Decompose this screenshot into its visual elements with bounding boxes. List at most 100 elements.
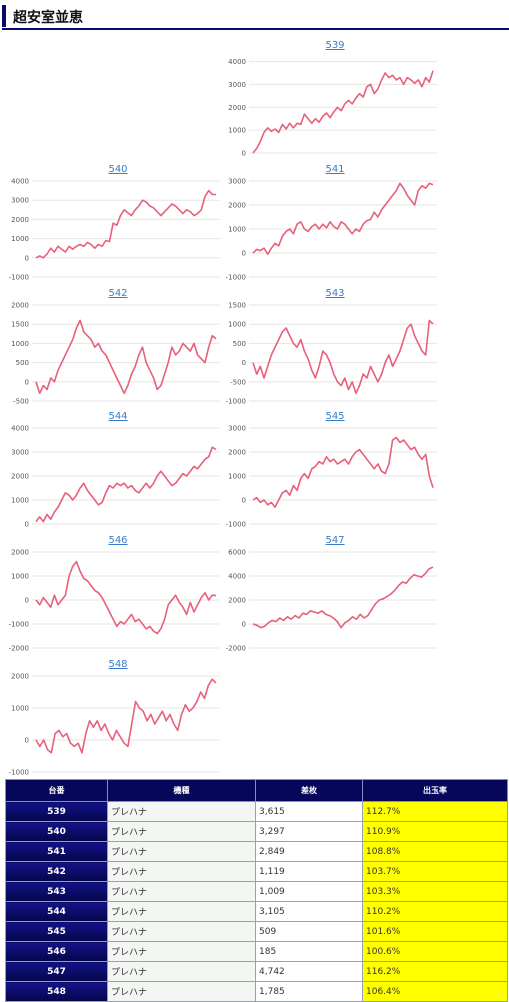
y-tick-label: 0 [242, 150, 246, 158]
rate-cell: 100.6% [362, 941, 508, 962]
y-tick-label: 4000 [11, 425, 29, 433]
diff-cell: 3,615 [255, 801, 363, 822]
chart-548-title-link[interactable]: 548 [108, 659, 128, 670]
series-line-543 [252, 319, 434, 395]
chart-542-plot: -500 0 500 1000 1500 2000 [11, 302, 220, 406]
diff-cell: 509 [255, 921, 363, 942]
table-row: 547 プレハナ 4,742 116.2% [5, 961, 508, 982]
machine-number-cell: 542 [5, 861, 108, 882]
chart-543-title-link[interactable]: 543 [325, 288, 345, 299]
rate-cell: 106.4% [362, 981, 508, 1002]
chart-541: 541 -1000 0 1000 2000 3000 [225, 164, 445, 284]
chart-547-title-link[interactable]: 547 [325, 535, 345, 546]
y-tick-label: 1000 [228, 321, 246, 329]
y-tick-label: 3000 [228, 178, 246, 186]
y-tick-label: 4000 [228, 573, 246, 581]
machine-number-cell: 540 [5, 821, 108, 842]
y-tick-label: 0 [242, 250, 246, 258]
diff-cell: 3,297 [255, 821, 363, 842]
y-tick-label: -1000 [226, 398, 246, 406]
chart-547-plot: -2000 0 2000 4000 6000 [226, 549, 437, 653]
series-line-542 [35, 319, 217, 395]
table-row: 542 プレハナ 1,119 103.7% [5, 861, 508, 882]
y-tick-label: 0 [242, 497, 246, 505]
y-tick-label: 3000 [11, 449, 29, 457]
chart-544-title-link[interactable]: 544 [108, 411, 128, 422]
series-line-540 [35, 189, 217, 259]
rate-cell: 116.2% [362, 961, 508, 982]
rate-cell: 103.7% [362, 861, 508, 882]
series-line-544 [35, 446, 217, 523]
page-title: 超安室並恵 [13, 10, 83, 26]
chart-540-title-link[interactable]: 540 [108, 164, 128, 175]
y-tick-label: 0 [25, 737, 29, 745]
rate-cell: 108.8% [362, 841, 508, 862]
y-tick-label: 0 [242, 359, 246, 367]
diff-cell: 1,009 [255, 881, 363, 902]
model-cell: プレハナ [107, 981, 256, 1002]
y-tick-label: 1000 [228, 473, 246, 481]
table-row: 544 プレハナ 3,105 110.2% [5, 901, 508, 922]
diff-cell: 1,119 [255, 861, 363, 882]
y-tick-label: 500 [233, 340, 246, 348]
y-tick-label: 0 [25, 378, 29, 386]
y-tick-label: -500 [230, 378, 246, 386]
chart-548: 548 -1000 0 1000 2000 [8, 659, 228, 779]
header-accent-bar [2, 5, 6, 27]
table-header-row: 台番 機種 差枚 出玉率 [5, 779, 508, 802]
column-header-model: 機種 [107, 779, 256, 802]
rate-cell: 112.7% [362, 801, 508, 822]
machine-number-cell: 539 [5, 801, 108, 822]
chart-542-title-link[interactable]: 542 [108, 288, 128, 299]
chart-546: 546 -2000 -1000 0 1000 2000 [8, 535, 228, 655]
y-tick-label: 0 [25, 597, 29, 605]
y-tick-label: 500 [16, 359, 29, 367]
series-line-545 [252, 436, 434, 508]
machine-number-cell: 543 [5, 881, 108, 902]
chart-544-plot: 0 1000 2000 3000 4000 [11, 425, 220, 529]
page-header: 超安室並恵 [0, 5, 509, 30]
model-cell: プレハナ [107, 861, 256, 882]
model-cell: プレハナ [107, 881, 256, 902]
chart-539-plot: 0 1000 2000 3000 4000 [228, 58, 437, 158]
y-tick-label: 3000 [228, 81, 246, 89]
y-tick-label: 1500 [11, 321, 29, 329]
diff-cell: 1,785 [255, 981, 363, 1002]
table-row: 539 プレハナ 3,615 112.7% [5, 801, 508, 822]
y-tick-label: 2000 [228, 104, 246, 112]
model-cell: プレハナ [107, 901, 256, 922]
model-cell: プレハナ [107, 921, 256, 942]
y-tick-label: -1000 [9, 621, 29, 629]
y-tick-label: 2000 [11, 302, 29, 310]
machine-number-cell: 545 [5, 921, 108, 942]
y-tick-label: -500 [13, 398, 29, 406]
chart-541-title-link[interactable]: 541 [325, 164, 345, 175]
y-tick-label: 1000 [11, 573, 29, 581]
chart-546-title-link[interactable]: 546 [108, 535, 128, 546]
chart-546-plot: -2000 -1000 0 1000 2000 [9, 549, 220, 653]
y-tick-label: 1500 [228, 302, 246, 310]
chart-539: 539 0 1000 2000 3000 4000 [225, 40, 445, 160]
results-table: 台番 機種 差枚 出玉率 539 プレハナ 3,615 112.7% 540 プ… [5, 779, 508, 1002]
rate-cell: 101.6% [362, 921, 508, 942]
diff-cell: 3,105 [255, 901, 363, 922]
chart-543-plot: -1000 -500 0 500 1000 1500 [226, 302, 437, 406]
chart-539-title-link[interactable]: 539 [325, 40, 345, 51]
y-tick-label: 6000 [228, 549, 246, 557]
series-line-548 [35, 678, 217, 754]
chart-545-plot: -1000 0 1000 2000 3000 [226, 425, 437, 529]
y-tick-label: -1000 [9, 769, 29, 777]
chart-542: 542 -500 0 500 1000 1500 2000 [8, 288, 228, 408]
y-tick-label: 0 [25, 521, 29, 529]
chart-545-title-link[interactable]: 545 [325, 411, 345, 422]
y-tick-label: -1000 [226, 521, 246, 529]
chart-540: 540 -1000 0 1000 2000 3000 4000 [8, 164, 228, 284]
y-tick-label: -2000 [9, 645, 29, 653]
model-cell: プレハナ [107, 841, 256, 862]
column-header-diff: 差枚 [255, 779, 363, 802]
chart-544: 544 0 1000 2000 3000 4000 [8, 411, 228, 531]
y-tick-label: 2000 [11, 216, 29, 224]
y-tick-label: 2000 [11, 549, 29, 557]
y-tick-label: 2000 [228, 449, 246, 457]
table-row: 541 プレハナ 2,849 108.8% [5, 841, 508, 862]
